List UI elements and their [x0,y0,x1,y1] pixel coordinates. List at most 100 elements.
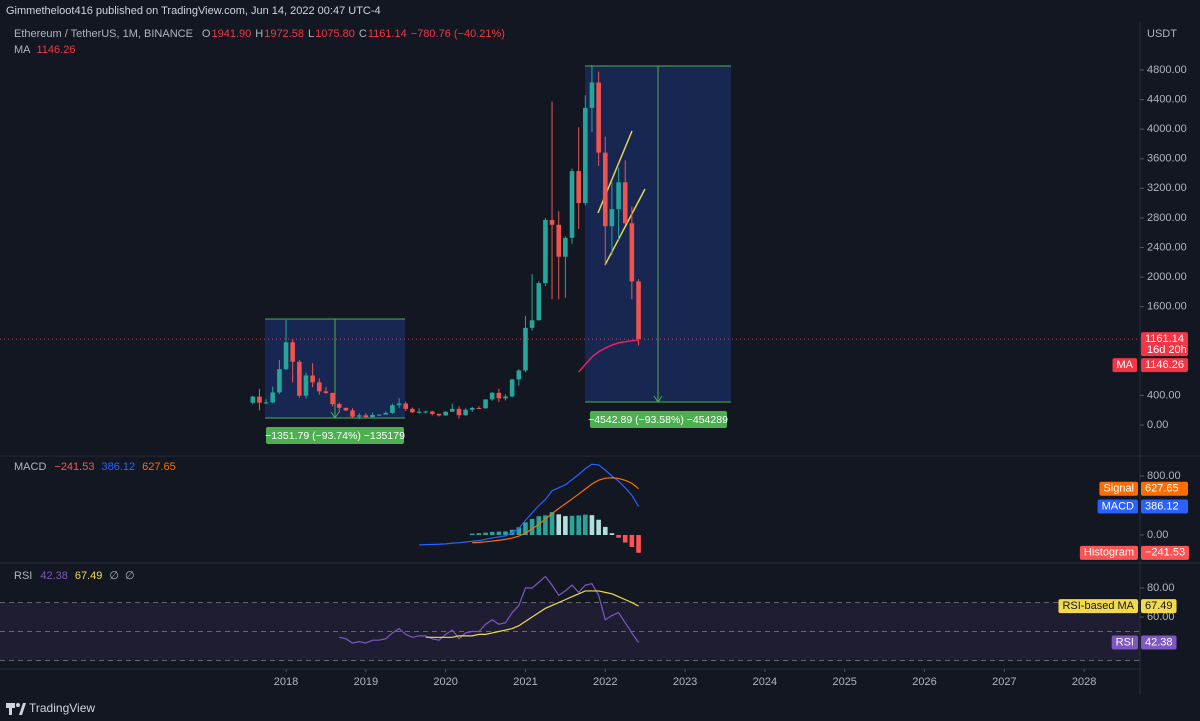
legend-extra: ∅ [109,570,119,582]
price-tag-countdown: 16d 20h [1147,344,1187,356]
candle-body [250,396,256,403]
histogram-bar [556,514,562,536]
series-line [419,463,640,546]
legend-change: −780.76 (−40.21%) [411,28,505,40]
candle-body [629,223,635,282]
indicator-tag-value-text: 386.12 [1145,500,1179,512]
legend-value: 42.38 [40,570,68,582]
candle-body [403,403,409,409]
candle-body [602,152,608,227]
y-tick-label: 2000.00 [1147,271,1187,283]
histogram-bar [529,518,535,536]
histogram-bar [549,512,555,536]
candle-body [476,407,482,409]
candle-body [310,375,315,383]
candle-body [616,182,621,210]
candle-body [336,404,342,408]
indicator-tag-name [1079,545,1138,560]
candle-body [317,382,322,392]
x-tick-label: 2027 [992,676,1016,688]
candle-body [563,237,568,257]
measure-label: −4542.89 (−93.58%) −454289 [588,414,728,426]
series-line [472,477,639,544]
legend-title: Ethereum / TetherUS, 1M, BINANCE [14,28,193,40]
histogram-bar [576,515,581,536]
y-tick-label: 0.00 [1147,529,1168,541]
indicator-tag-name-text: Histogram [1084,547,1134,559]
candle-body [596,82,601,153]
x-tick-label: 2023 [673,676,697,688]
histogram-bar [622,535,628,543]
candle-body [283,342,289,370]
x-tick-label: 2026 [912,676,936,688]
x-tick-label: 2020 [433,676,457,688]
legend-value: 1146.26 [37,44,76,56]
candle-body [350,410,355,417]
histogram-bar [476,533,482,536]
measurement-1: −1351.79 (−93.74%) −135179 [265,318,405,444]
histogram-bar [536,516,542,536]
candle-body [436,413,442,416]
logo-part [9,703,12,715]
candle-body [383,413,389,415]
candle-body [556,224,562,257]
candle-body [343,407,349,411]
indicator-tag-value [1141,599,1177,614]
measure-arrowhead [653,395,663,403]
series-line [425,590,639,638]
candle-body [423,411,429,413]
x-tick-label: 2025 [832,676,856,688]
candle-body [509,379,515,397]
candle-body [569,171,575,238]
legend-name: MA [14,44,31,56]
brand: TradingView [29,701,95,715]
candle-body [370,414,375,418]
candle-body [443,411,448,416]
footer [0,696,1200,721]
measurement-2: −4542.89 (−93.58%) −454289 [585,65,731,428]
candle-body [589,82,595,108]
logo-part [19,703,26,715]
candle-body [636,281,641,340]
series-line [578,339,639,373]
legend-value: 1941.90 [211,28,251,40]
legend-value: 67.49 [75,570,103,582]
candle-body [543,219,548,284]
histogram-bar [469,533,475,536]
histogram-bar [596,519,601,536]
legend-key: H [255,28,263,40]
candle-body [503,396,508,399]
histogram-bar [563,516,568,536]
candle-body [523,327,528,371]
candle-body [516,370,522,380]
legend-value: −241.53 [54,461,94,473]
y-tick-label: 800.00 [1147,470,1181,482]
candle-body [483,399,488,409]
ma-tag-value-text: 1146.26 [1145,359,1184,371]
y-tick-label: 2400.00 [1147,241,1187,253]
candle-body [529,320,535,328]
y-tick-label: 400.00 [1147,389,1181,401]
x-tick-label: 2019 [354,676,378,688]
y-tick-label: 0.00 [1147,419,1168,431]
legend-extra: ∅ [125,570,135,582]
legend-value: 1075.80 [315,28,355,40]
indicator-tag-value-text: −241.53 [1145,547,1185,559]
indicator-tag-value-text: 67.49 [1145,600,1173,612]
candle-body [410,408,415,413]
price-tag [1141,332,1188,357]
histogram-bar [629,535,635,547]
legend-value: 1972.58 [264,28,304,40]
measure-label: −1351.79 (−93.74%) −135179 [265,430,405,442]
legend-title: RSI [14,570,32,582]
indicator-tag-name-text: RSI [1116,636,1134,648]
y-tick-label: 4000.00 [1147,123,1187,135]
x-tick-label: 2024 [753,676,777,688]
candle-body [463,409,468,416]
legend-value: 386.12 [101,461,135,473]
series-line [339,575,640,644]
y-tick-label: 2800.00 [1147,212,1187,224]
indicator-tag-value-text: 627.65 [1145,483,1179,495]
candle-body [609,209,615,227]
y-tick-label: 60.00 [1147,611,1175,623]
